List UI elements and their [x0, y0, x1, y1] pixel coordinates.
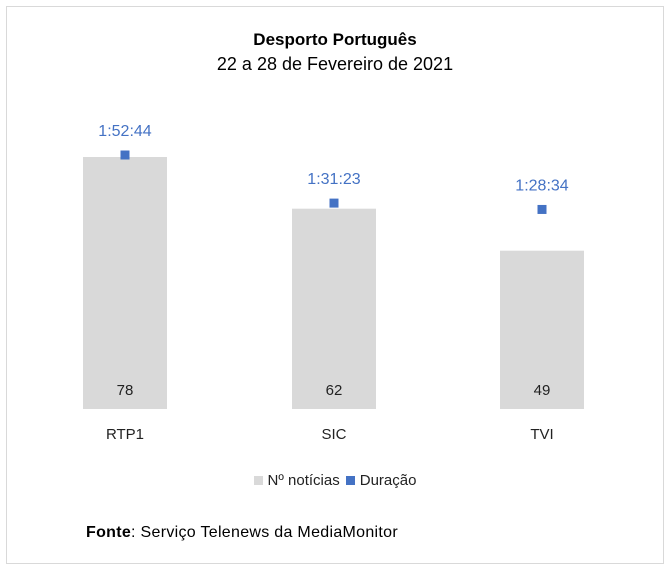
legend-item-duration: Duração: [345, 472, 417, 489]
chart-legend: Nº notícias Duração: [0, 472, 670, 489]
duration-label-sic: 1:31:23: [307, 171, 360, 188]
chart-subtitle: 22 a 28 de Fevereiro de 2021: [216, 54, 454, 74]
bar-value-label-sic: 62: [326, 382, 343, 399]
duration-marker-sic: [329, 198, 339, 208]
bar-value-label-tvi: 49: [534, 382, 551, 399]
bar-tvi: [500, 250, 584, 409]
chart-frame: [6, 6, 664, 564]
chart-title: Desporto Português: [253, 30, 417, 49]
legend-swatch-bars: [253, 476, 263, 485]
category-label-rtp1: RTP1: [106, 426, 144, 443]
legend-label-duration: Duração: [359, 472, 417, 489]
duration-marker-tvi: [537, 204, 547, 214]
source-label: Fonte: [86, 524, 132, 541]
duration-label-tvi: 1:28:34: [515, 177, 568, 194]
category-label-sic: SIC: [321, 426, 346, 443]
bar-rtp1: [83, 157, 167, 409]
category-label-tvi: TVI: [530, 426, 553, 443]
legend-swatch-duration: [345, 476, 355, 485]
duration-label-rtp1: 1:52:44: [98, 123, 151, 140]
bar-value-label-rtp1: 78: [117, 382, 134, 399]
source-note: Fonte: Serviço Telenews da MediaMonitor: [86, 524, 398, 542]
source-text: : Serviço Telenews da MediaMonitor: [131, 524, 398, 541]
legend-label-bars: Nº notícias: [267, 472, 340, 489]
duration-marker-rtp1: [120, 150, 130, 160]
bar-sic: [292, 208, 376, 409]
legend-item-bars: Nº notícias: [253, 472, 340, 489]
